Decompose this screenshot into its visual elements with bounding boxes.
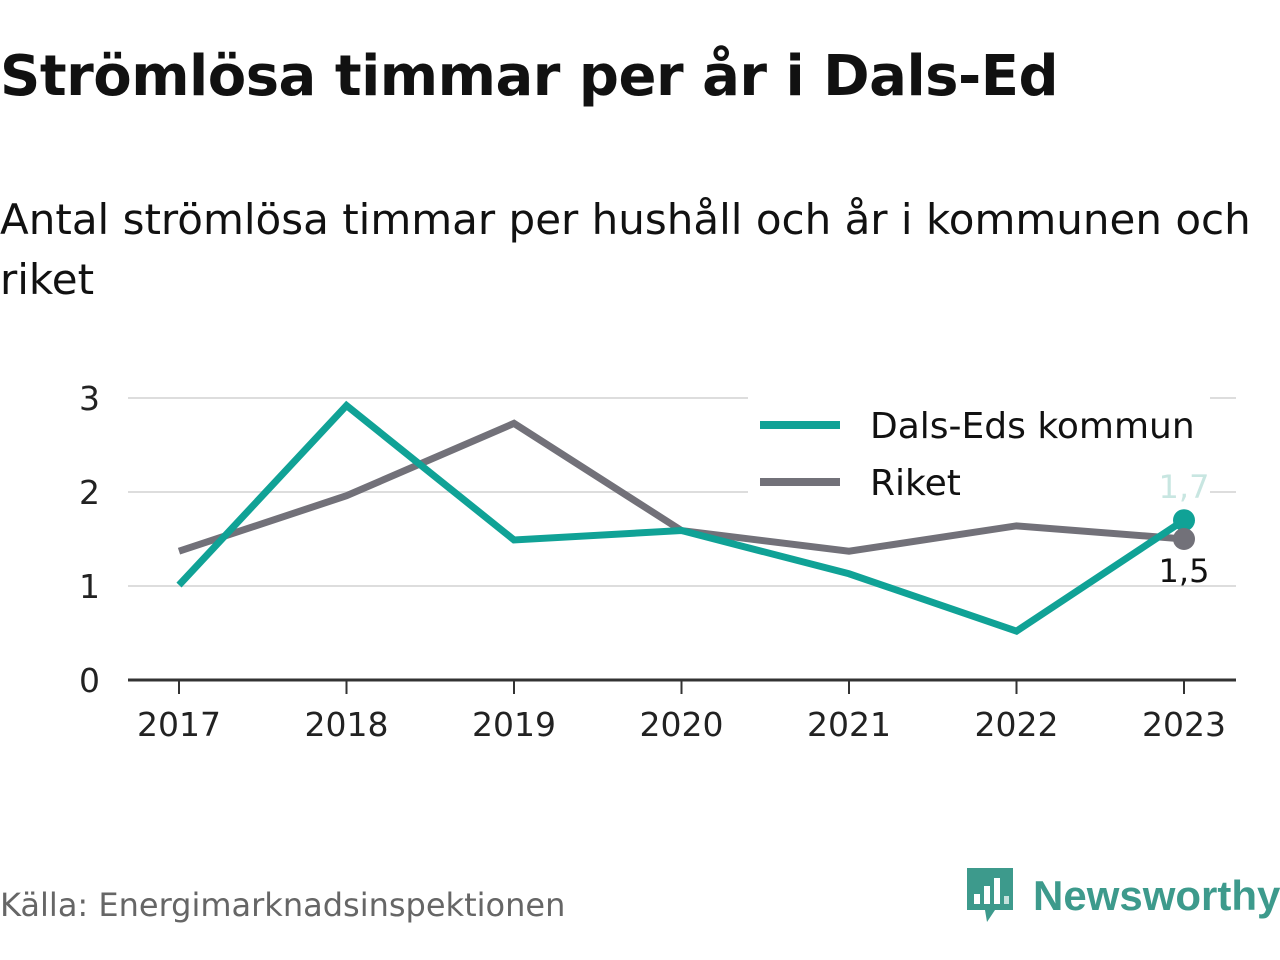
x-tick-label: 2022 [975,705,1059,744]
x-tick-label: 2017 [137,705,221,744]
x-tick-label: 2021 [807,705,891,744]
x-tick-label: 2018 [305,705,389,744]
line-chart: 0 1 2 3 2017 2018 2019 2020 2021 2022 2023 Dals-Ed… [79,379,1236,744]
brand: Newsworthy [965,866,1280,926]
x-tick-label: 2020 [640,705,724,744]
x-tick-label: 2019 [472,705,556,744]
end-point-marker [1173,528,1195,550]
series [176,400,1186,635]
y-tick-label: 1 [79,567,100,606]
axes: 0 1 2 3 2017 2018 2019 2020 2021 2022 2023 [79,379,1236,744]
newsworthy-logo-icon [967,868,1013,922]
x-tick-label: 2023 [1142,705,1226,744]
y-tick-label: 0 [79,661,100,700]
legend-label: Dals-Eds kommun [870,406,1195,447]
legend-label: Riket [870,463,961,504]
chart-subtitle: Antal strömlösa timmar per hushåll och å… [0,195,1251,304]
end-point-marker [1173,509,1195,532]
end-value-label: 1,5 [1159,552,1210,590]
source-note: Källa: Energimarknadsinspektionen [0,886,566,924]
data-labels: 1,7 1,5 [1159,468,1210,590]
legend: Dals-Eds kommun Riket [748,392,1210,504]
brand-name: Newsworthy [1033,872,1280,919]
chart-title: Strömlösa timmar per år i Dals-Ed [0,44,1059,109]
y-tick-label: 3 [79,379,100,418]
y-tick-label: 2 [79,473,100,512]
series-line [176,400,1186,635]
end-value-label: 1,7 [1159,468,1210,506]
